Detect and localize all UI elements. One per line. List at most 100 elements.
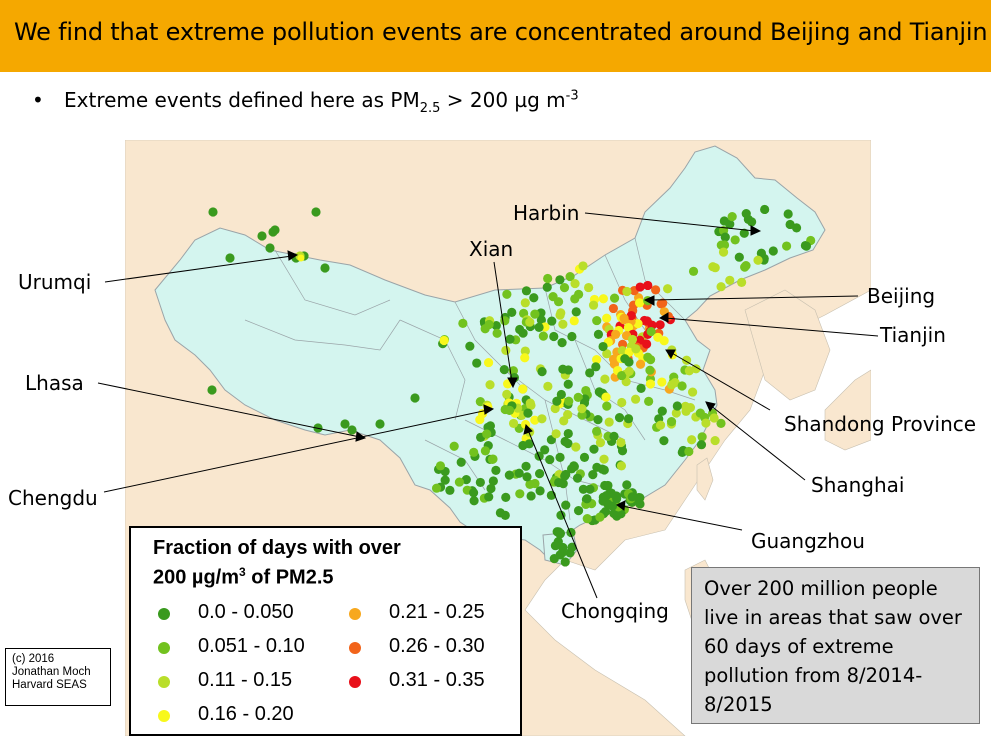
site-marker — [753, 255, 763, 265]
arrow-beijing — [649, 295, 859, 301]
legend-title-line2: 200 µg/m3 of PM2.5 — [153, 560, 401, 590]
site-marker — [730, 235, 740, 245]
site-marker — [449, 441, 459, 451]
arrow-harbin — [584, 212, 756, 232]
site-marker — [520, 346, 530, 356]
site-marker — [616, 437, 626, 448]
site-marker — [536, 315, 546, 325]
legend-label-2: 0.11 - 0.15 — [198, 669, 293, 691]
site-marker — [604, 417, 614, 427]
legend-swatch-2 — [158, 676, 170, 688]
credit-line3: Harvard SEAS — [12, 679, 87, 691]
site-marker — [569, 462, 579, 472]
site-marker — [456, 457, 466, 467]
site-marker — [768, 246, 778, 256]
site-marker — [601, 392, 611, 402]
site-marker — [681, 406, 691, 416]
site-marker — [488, 476, 498, 486]
site-marker — [520, 298, 530, 308]
site-marker — [465, 341, 475, 351]
legend-label-5: 0.26 - 0.30 — [389, 635, 485, 657]
credit-line1: (c) 2016 — [12, 653, 55, 665]
site-marker — [657, 406, 667, 416]
site-marker — [578, 484, 588, 494]
arrowhead-beijing — [643, 295, 655, 306]
site-marker — [537, 367, 547, 377]
site-marker — [695, 408, 705, 418]
legend-swatch-3 — [158, 710, 170, 722]
site-marker — [611, 329, 621, 340]
site-marker — [598, 341, 608, 352]
site-marker — [644, 396, 654, 406]
arrow-tianjin — [664, 317, 879, 337]
site-marker — [589, 444, 599, 454]
callout-arrows — [97, 212, 879, 599]
site-marker — [461, 474, 471, 485]
site-marker — [520, 353, 530, 363]
site-marker — [545, 454, 555, 465]
site-marker — [627, 334, 638, 345]
site-marker — [504, 405, 515, 415]
site-marker — [609, 431, 619, 441]
site-marker — [591, 362, 601, 372]
site-marker — [207, 385, 217, 395]
site-marker — [601, 491, 611, 501]
site-marker — [530, 478, 540, 489]
site-marker — [440, 475, 450, 485]
site-marker — [620, 354, 630, 364]
site-marker — [617, 346, 627, 356]
site-marker — [617, 397, 627, 408]
bullet-icon: • — [32, 88, 44, 112]
arrow-lhasa — [97, 382, 361, 438]
site-marker — [691, 364, 701, 374]
site-marker — [552, 396, 562, 406]
site-marker — [666, 417, 677, 427]
site-marker — [558, 319, 568, 329]
label-harbin: Harbin — [513, 201, 580, 225]
legend-swatch-4 — [349, 608, 361, 620]
site-marker — [727, 212, 737, 222]
site-marker — [480, 446, 490, 456]
site-marker — [469, 496, 479, 506]
site-marker — [515, 489, 525, 499]
site-marker — [535, 486, 545, 496]
site-marker — [579, 452, 590, 462]
site-marker — [435, 461, 446, 471]
site-marker — [573, 392, 583, 402]
site-marker — [472, 358, 482, 368]
site-marker — [558, 542, 568, 553]
site-marker — [508, 418, 519, 429]
credit-box: (c) 2016 Jonathan Moch Harvard SEAS — [5, 648, 111, 706]
site-marker — [737, 277, 747, 287]
site-marker — [719, 240, 730, 250]
site-marker — [782, 241, 792, 251]
site-marker — [492, 328, 502, 338]
bullet-point: • Extreme events defined here as PM2.5 > … — [32, 88, 579, 116]
site-marker — [687, 387, 698, 397]
site-marker — [561, 469, 571, 480]
site-marker — [538, 331, 548, 341]
site-marker — [502, 389, 512, 399]
site-marker — [655, 420, 666, 430]
site-marker — [569, 316, 579, 326]
site-marker — [504, 470, 514, 480]
site-marker — [529, 293, 539, 303]
label-shanghai: Shanghai — [811, 473, 905, 497]
legend-label-1: 0.051 - 0.10 — [198, 635, 305, 657]
site-marker — [530, 415, 540, 425]
site-marker — [500, 510, 510, 520]
site-marker — [543, 381, 553, 392]
site-marker — [554, 477, 564, 488]
site-marker — [602, 313, 612, 323]
site-marker — [597, 464, 607, 474]
site-marker — [526, 491, 536, 501]
site-marker — [651, 285, 661, 295]
site-marker — [320, 263, 330, 273]
site-marker — [645, 379, 656, 389]
site-marker — [598, 294, 609, 304]
site-marker — [602, 401, 612, 411]
site-marker — [626, 310, 636, 321]
site-marker — [687, 435, 697, 445]
site-marker — [677, 381, 687, 391]
site-marker — [785, 219, 795, 230]
